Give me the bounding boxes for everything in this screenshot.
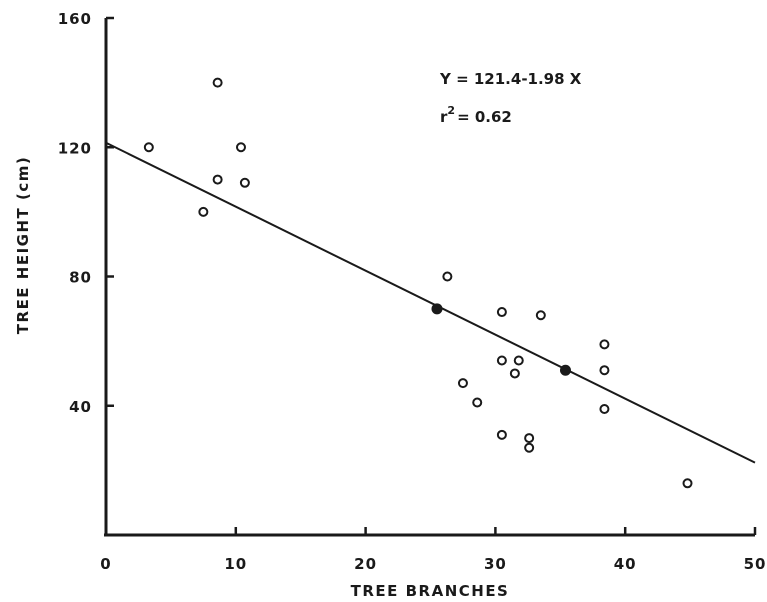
y-axis-title: TREE HEIGHT (cm): [14, 156, 32, 334]
data-point: [524, 442, 535, 453]
data-point: [509, 368, 520, 379]
data-point: [198, 206, 209, 217]
regression-line: [105, 141, 756, 464]
data-point: [513, 355, 524, 366]
y-tick-label: 120: [58, 139, 92, 157]
data-point: [239, 177, 250, 188]
x-tick-label: 0: [100, 555, 111, 573]
x-tick-label: 20: [354, 555, 377, 573]
data-point: [235, 142, 246, 153]
data-point-filled: [431, 303, 443, 315]
axis-ticks: [104, 16, 757, 535]
data-point: [212, 174, 223, 185]
data-point: [496, 429, 507, 440]
data-point: [599, 339, 610, 350]
regression-line-group: [105, 141, 756, 464]
data-point: [457, 378, 468, 389]
r-squared-annotation: r2 = 0.62: [440, 104, 512, 126]
data-point: [472, 397, 483, 408]
data-point: [143, 142, 154, 153]
data-point: [682, 478, 693, 489]
x-tick-label: 30: [484, 555, 507, 573]
data-point-filled: [559, 364, 571, 376]
y-tick-label: 80: [69, 269, 92, 287]
data-points: [143, 77, 693, 489]
regression-equation: Y = 121.4-1.98 X: [439, 70, 582, 88]
data-point: [496, 307, 507, 318]
x-tick-label: 50: [744, 555, 767, 573]
data-point: [212, 77, 223, 88]
data-point: [524, 433, 535, 444]
x-axis-title: TREE BRANCHES: [351, 582, 510, 600]
r-squared-symbol: r: [440, 108, 448, 126]
r-squared-value: = 0.62: [457, 108, 512, 126]
data-point: [599, 403, 610, 414]
axis-tick-labels: 0 10 20 30 40 50 40 80 120 160: [58, 10, 767, 573]
x-tick-label: 10: [224, 555, 247, 573]
axes: [104, 18, 755, 537]
r-squared-exponent: 2: [447, 104, 455, 117]
y-tick-label: 160: [58, 10, 92, 28]
y-tick-label: 40: [69, 398, 92, 416]
data-point: [496, 355, 507, 366]
data-point: [535, 310, 546, 321]
data-point: [599, 365, 610, 376]
data-point: [442, 271, 453, 282]
x-tick-label: 40: [614, 555, 637, 573]
